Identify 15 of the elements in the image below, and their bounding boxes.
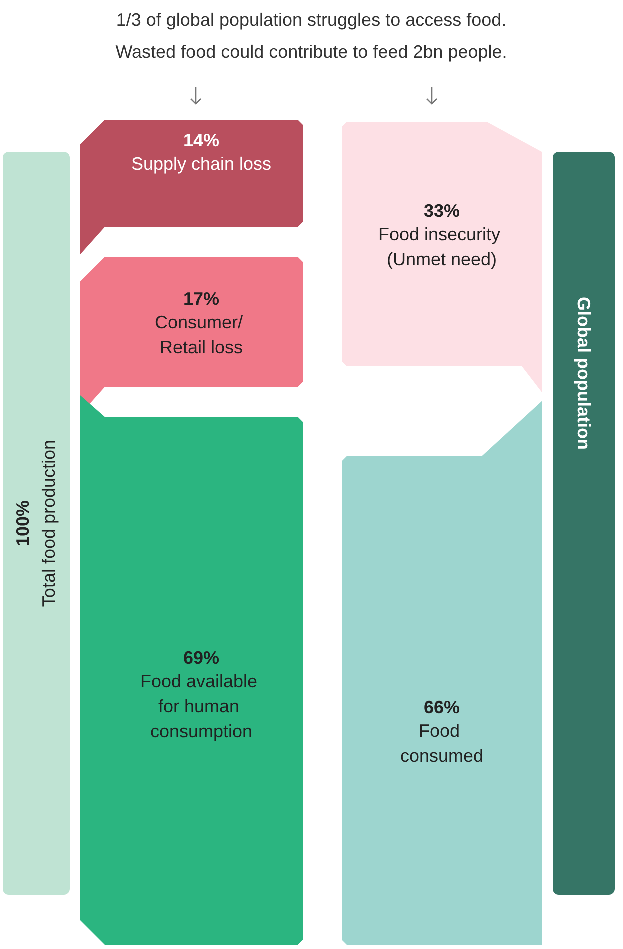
data-label: 69% (183, 648, 220, 668)
category-label: Consumer/ Retail loss (154, 312, 248, 358)
category-label: Global population (574, 297, 594, 450)
data-label: 33% (424, 201, 460, 222)
data-label: 17% (183, 289, 220, 310)
category-label: Food available for human consumption (140, 672, 263, 742)
category-label: Food consumed (400, 721, 484, 766)
category-label: Supply chain loss (131, 154, 272, 174)
data-label: 100% (13, 500, 33, 547)
data-label: 14% (183, 130, 220, 151)
text: 1/3 of global population struggles to access food. (116, 10, 507, 30)
category-label: Food insecurity (Unmet need) (378, 224, 506, 270)
data-label: 66% (424, 698, 460, 718)
category-label: Total food production (39, 440, 59, 608)
text: Wasted food could contribute to feed 2bn people. (116, 42, 508, 62)
